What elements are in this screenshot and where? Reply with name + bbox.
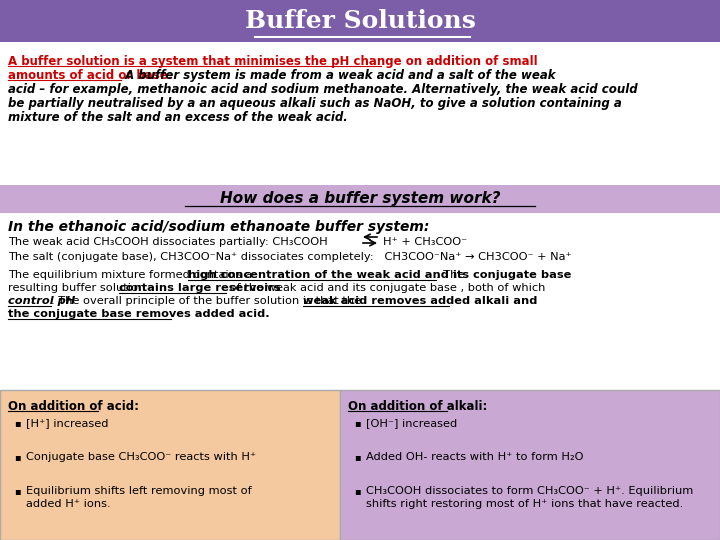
Text: ▪: ▪ — [14, 486, 21, 496]
Text: . The: . The — [436, 270, 464, 280]
Text: high concentration of the weak acid and its conjugate base: high concentration of the weak acid and … — [188, 270, 571, 280]
Text: The equilibrium mixture formed contains a: The equilibrium mixture formed contains … — [8, 270, 256, 280]
FancyBboxPatch shape — [340, 390, 720, 540]
FancyBboxPatch shape — [0, 185, 720, 213]
Text: Conjugate base CH₃COO⁻ reacts with H⁺: Conjugate base CH₃COO⁻ reacts with H⁺ — [26, 452, 256, 462]
Text: ▪: ▪ — [354, 486, 361, 496]
Text: of the weak acid and its conjugate base , both of which: of the weak acid and its conjugate base … — [226, 283, 546, 293]
Text: mixture of the salt and an excess of the weak acid.: mixture of the salt and an excess of the… — [8, 111, 348, 124]
Text: ▪: ▪ — [354, 418, 361, 428]
FancyBboxPatch shape — [0, 0, 720, 42]
Text: Added OH- reacts with H⁺ to form H₂O: Added OH- reacts with H⁺ to form H₂O — [366, 452, 583, 462]
Text: the conjugate base removes added acid.: the conjugate base removes added acid. — [8, 309, 269, 319]
Text: A buffer solution is a system that minimises the pH change on addition of small: A buffer solution is a system that minim… — [8, 55, 538, 68]
FancyBboxPatch shape — [0, 390, 340, 540]
Text: ▪: ▪ — [354, 452, 361, 462]
Text: The weak acid CH₃COOH dissociates partially: CH₃COOH: The weak acid CH₃COOH dissociates partia… — [8, 237, 328, 247]
Text: . The overall principle of the buffer solution is that the: . The overall principle of the buffer so… — [51, 296, 364, 306]
Text: contains large reservoirs: contains large reservoirs — [120, 283, 281, 293]
Text: A buffer system is made from a weak acid and a salt of the weak: A buffer system is made from a weak acid… — [121, 69, 556, 82]
Text: acid – for example, methanoic acid and sodium methanoate. Alternatively, the wea: acid – for example, methanoic acid and s… — [8, 83, 638, 96]
Text: resulting buffer solution: resulting buffer solution — [8, 283, 149, 293]
Text: CH₃COOH dissociates to form CH₃COO⁻ + H⁺. Equilibrium: CH₃COOH dissociates to form CH₃COO⁻ + H⁺… — [366, 486, 693, 496]
Text: [OH⁻] increased: [OH⁻] increased — [366, 418, 457, 428]
Text: added H⁺ ions.: added H⁺ ions. — [26, 499, 111, 509]
Text: On addition of acid:: On addition of acid: — [8, 400, 139, 413]
Text: ▪: ▪ — [14, 418, 21, 428]
FancyBboxPatch shape — [0, 42, 720, 185]
Text: The salt (conjugate base), CH3COO⁻Na⁺ dissociates completely:   CH3COO⁻Na⁺ → CH3: The salt (conjugate base), CH3COO⁻Na⁺ di… — [8, 252, 572, 262]
Text: Buffer Solutions: Buffer Solutions — [245, 9, 475, 33]
Text: On addition of alkali:: On addition of alkali: — [348, 400, 487, 413]
Text: control pH: control pH — [8, 296, 76, 306]
Text: weak acid removes added alkali and: weak acid removes added alkali and — [303, 296, 538, 306]
Text: Equilibrium shifts left removing most of: Equilibrium shifts left removing most of — [26, 486, 252, 496]
Text: How does a buffer system work?: How does a buffer system work? — [220, 192, 500, 206]
Text: ▪: ▪ — [14, 452, 21, 462]
Text: In the ethanoic acid/sodium ethanoate buffer system:: In the ethanoic acid/sodium ethanoate bu… — [8, 220, 429, 234]
Text: amounts of acid or base.: amounts of acid or base. — [8, 69, 172, 82]
Text: H⁺ + CH₃COO⁻: H⁺ + CH₃COO⁻ — [383, 237, 467, 247]
Text: shifts right restoring most of H⁺ ions that have reacted.: shifts right restoring most of H⁺ ions t… — [366, 499, 683, 509]
Text: be partially neutralised by a an aqueous alkali such as NaOH, to give a solution: be partially neutralised by a an aqueous… — [8, 97, 622, 110]
Text: [H⁺] increased: [H⁺] increased — [26, 418, 109, 428]
